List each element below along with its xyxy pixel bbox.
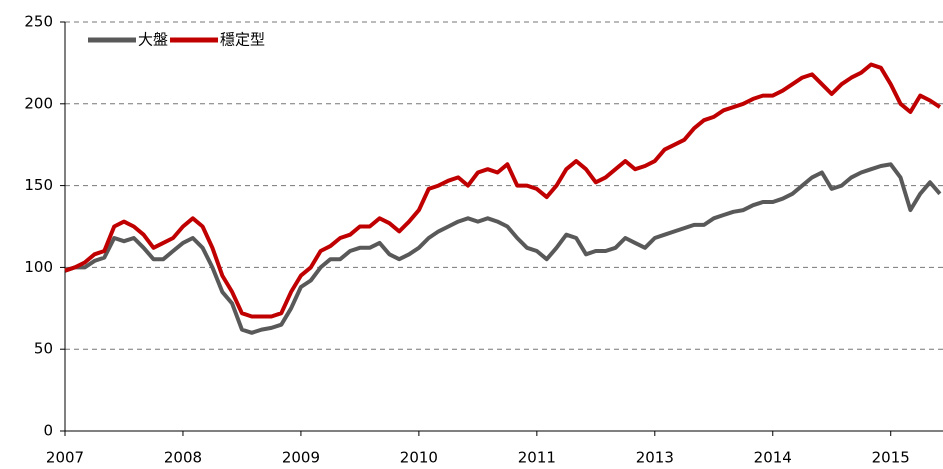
series-line [64,162,942,335]
x-tick-label: 2007 [46,449,84,467]
x-tick-label: 2009 [282,449,320,467]
series-line [64,62,942,319]
x-tick-label: 2013 [636,449,674,467]
x-tick-label: 2011 [518,449,556,467]
y-tick-label: 200 [24,94,53,112]
x-tick-label: 2010 [400,449,438,467]
y-tick-label: 50 [34,340,53,358]
y-tick-label: 100 [24,258,53,276]
x-tick-label: 2008 [164,449,202,467]
y-tick-label: 0 [43,422,53,440]
y-tick-label: 250 [24,13,53,31]
x-tick-label: 2015 [872,449,910,467]
y-tick-label: 150 [24,176,53,194]
legend-label: 穩定型 [220,31,265,49]
legend-label: 大盤 [138,31,168,49]
x-tick-label: 2014 [754,449,792,467]
